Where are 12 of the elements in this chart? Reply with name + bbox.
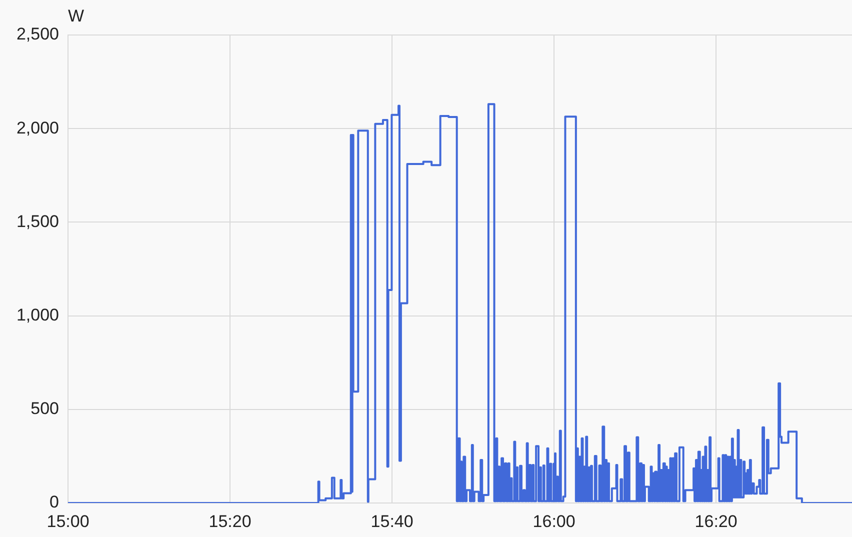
x-tick-label: 15:20 <box>208 512 252 531</box>
y-axis-title: W <box>68 6 84 26</box>
y-tick-label: 1,000 <box>16 305 59 324</box>
x-tick-label: 16:20 <box>694 512 738 531</box>
y-tick-label: 2,000 <box>16 118 59 138</box>
x-tick-label: 15:40 <box>370 512 414 531</box>
x-tick-label: 16:00 <box>532 512 576 531</box>
y-tick-label: 0 <box>50 492 59 512</box>
y-tick-label: 1,500 <box>16 212 59 231</box>
y-tick-label: 500 <box>30 399 59 418</box>
y-tick-label: 2,500 <box>16 24 59 44</box>
x-tick-label: 15:00 <box>46 512 90 531</box>
